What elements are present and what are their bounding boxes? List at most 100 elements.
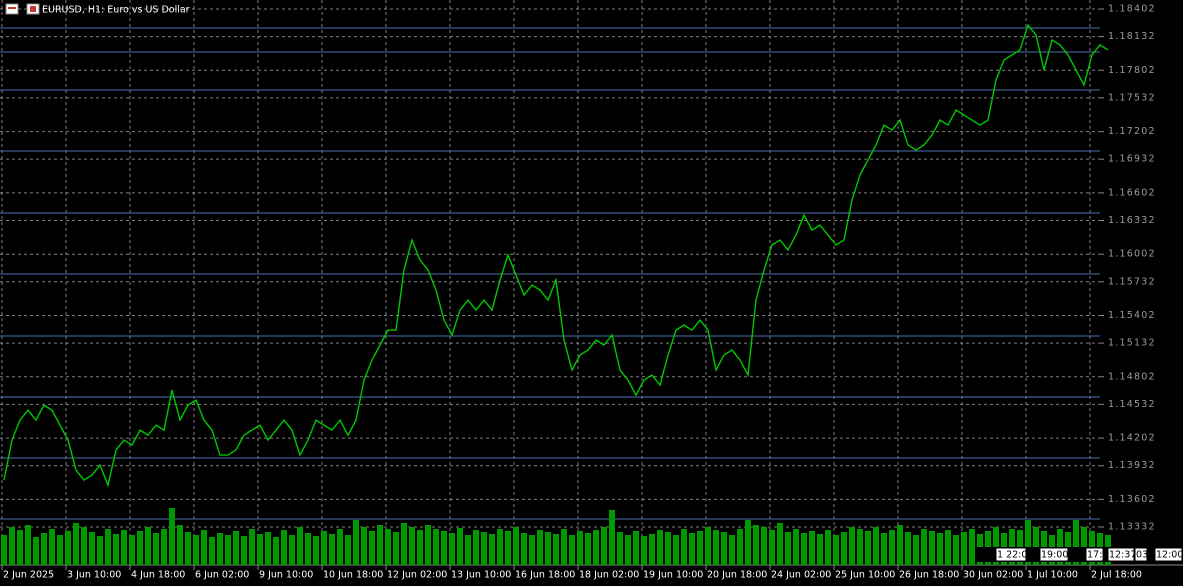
- time-marker-box: [995, 547, 1027, 562]
- volume-bar: [113, 534, 119, 565]
- volume-bar: [449, 533, 455, 565]
- volume-bar: [153, 533, 159, 565]
- time-marker: 03: [1136, 550, 1148, 561]
- volume-bar: [681, 529, 687, 565]
- volume-bar: [865, 531, 871, 565]
- volume-bar: [817, 534, 823, 565]
- volume-bar: [713, 530, 719, 565]
- x-tick-label: 4 Jun 18:00: [131, 570, 185, 581]
- volume-bar: [953, 535, 959, 565]
- volume-bar: [625, 535, 631, 565]
- volume-bar: [793, 529, 799, 565]
- volume-bar: [193, 535, 199, 565]
- x-tick-label: 2 Jun 2025: [3, 570, 54, 581]
- volume-bar: [769, 530, 775, 565]
- volume-bar: [297, 527, 303, 565]
- volume-bar: [273, 537, 279, 565]
- volume-bar: [305, 533, 311, 565]
- volume-bar: [233, 531, 239, 565]
- volume-bar: [633, 531, 639, 565]
- time-marker-box: [1134, 547, 1148, 562]
- volume-bar: [177, 525, 183, 565]
- volume-bar: [497, 529, 503, 565]
- y-tick-label: 1.15402: [1108, 310, 1156, 321]
- y-tick-label: 1.18402: [1108, 3, 1156, 14]
- volume-bar: [561, 529, 567, 565]
- y-tick-label: 1.16332: [1108, 215, 1156, 226]
- volume-bar: [81, 527, 87, 565]
- time-marker-box: [1107, 547, 1135, 562]
- volume-bar: [465, 535, 471, 565]
- volume-bar: [73, 523, 79, 565]
- volume-bar: [65, 531, 71, 565]
- volume-bar: [609, 510, 615, 565]
- volume-bar: [873, 527, 879, 565]
- volume-bar: [369, 531, 375, 565]
- x-tick-label: 13 Jun 10:00: [451, 570, 511, 581]
- volume-bar: [1081, 527, 1087, 565]
- volume-bar: [889, 530, 895, 565]
- volume-bar: [417, 530, 423, 565]
- volume-bar: [105, 529, 111, 565]
- y-tick-label: 1.13602: [1108, 494, 1156, 505]
- volume-bar: [393, 532, 399, 565]
- volume-bar: [937, 533, 943, 565]
- volume-bar: [1025, 520, 1031, 565]
- y-tick-label: 1.13932: [1108, 460, 1156, 471]
- volume-bar: [145, 527, 151, 565]
- volume-bar: [321, 531, 327, 565]
- volume-bar: [1073, 520, 1079, 565]
- x-tick-label: 1 Jul 10:00: [1027, 570, 1078, 581]
- volume-bar: [121, 530, 127, 565]
- volume-bar: [1, 535, 7, 565]
- volume-bar: [993, 527, 999, 565]
- volume-bar: [913, 535, 919, 565]
- volume-bar: [897, 525, 903, 565]
- volume-bar: [337, 529, 343, 565]
- volume-bar: [849, 527, 855, 565]
- volume-bar: [249, 529, 255, 565]
- volume-bar: [825, 530, 831, 565]
- x-tick-label: 9 Jun 10:00: [259, 570, 313, 581]
- volume-bar: [617, 532, 623, 565]
- volume-bar: [473, 530, 479, 565]
- volume-bar: [521, 533, 527, 565]
- volume-bar: [313, 536, 319, 565]
- volume-bar: [513, 527, 519, 565]
- y-tick-label: 1.17202: [1108, 126, 1156, 137]
- volume-bar: [425, 525, 431, 565]
- volume-bar: [377, 525, 383, 565]
- volume-bar: [49, 529, 55, 565]
- volume-bar: [657, 530, 663, 565]
- volume-bar: [945, 530, 951, 565]
- x-tick-label: 10 Jun 18:00: [323, 570, 383, 581]
- time-marker: 12:00: [1156, 550, 1183, 561]
- volume-bar: [601, 527, 607, 565]
- y-tick-label: 1.16002: [1108, 249, 1156, 260]
- volume-bar: [553, 534, 559, 565]
- volume-bar: [705, 527, 711, 565]
- volume-bar: [89, 532, 95, 565]
- volume-bar: [761, 527, 767, 565]
- y-tick-label: 1.16602: [1108, 187, 1156, 198]
- volume-bar: [9, 527, 15, 565]
- volume-bar: [545, 532, 551, 565]
- grid: [0, 0, 1100, 565]
- x-tick-label: 24 Jun 02:00: [771, 570, 831, 581]
- volume-bar: [57, 535, 63, 565]
- volume-bar: [385, 529, 391, 565]
- volume-bar: [241, 536, 247, 565]
- volume-bar: [481, 532, 487, 565]
- volume-bar: [401, 523, 407, 565]
- chart-title: EURUSD, H1: Euro vs US Dollar: [42, 5, 190, 16]
- y-tick-label: 1.14532: [1108, 399, 1156, 410]
- volume-bar: [409, 527, 415, 565]
- volume-bar: [697, 531, 703, 565]
- time-marker: 12:37: [1109, 550, 1136, 561]
- volume-bar: [857, 529, 863, 565]
- y-tick-label: 1.18132: [1108, 31, 1156, 42]
- volume-bar: [225, 535, 231, 565]
- y-tick-label: 1.13332: [1108, 521, 1156, 532]
